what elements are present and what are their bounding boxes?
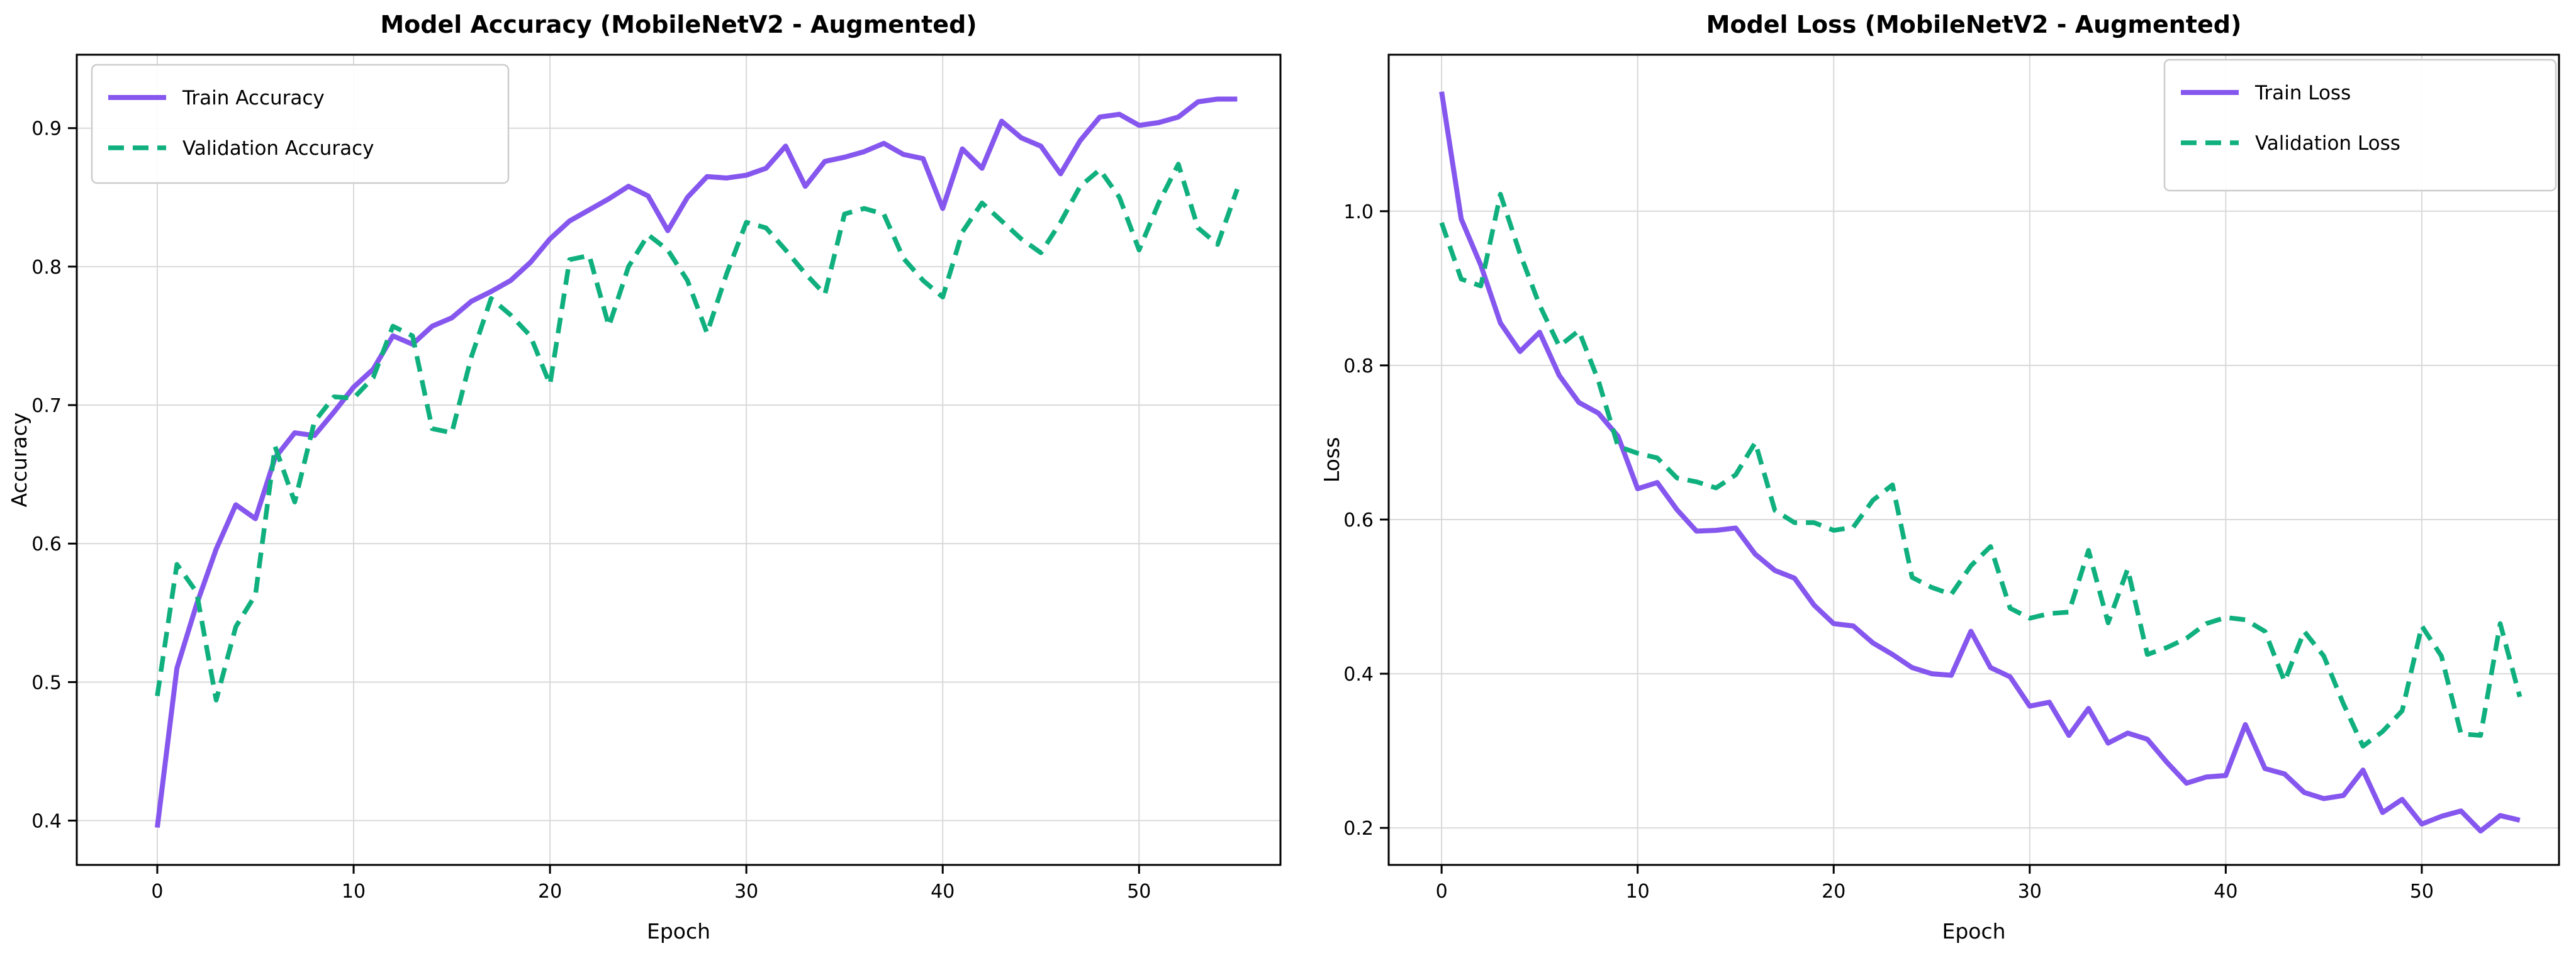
y-tick-label: 0.5 bbox=[31, 672, 62, 694]
legend-label: Train Accuracy bbox=[182, 87, 325, 109]
x-axis-label: Epoch bbox=[1942, 919, 2005, 944]
y-tick-label: 0.6 bbox=[1343, 510, 1374, 532]
x-tick-label: 30 bbox=[2018, 881, 2042, 903]
y-tick-label: 0.9 bbox=[31, 118, 62, 140]
x-tick-label: 0 bbox=[151, 881, 163, 903]
y-tick-label: 0.6 bbox=[31, 533, 62, 555]
x-tick-label: 20 bbox=[1822, 881, 1845, 903]
x-axis-label: Epoch bbox=[647, 919, 710, 944]
validation-series-line bbox=[1439, 192, 2523, 749]
x-tick-label: 0 bbox=[1436, 881, 1448, 903]
legend-label: Train Loss bbox=[2254, 82, 2351, 104]
x-tick-label: 40 bbox=[931, 881, 955, 903]
y-tick-label: 0.4 bbox=[1343, 664, 1374, 686]
y-tick-label: 0.8 bbox=[31, 257, 62, 279]
loss-chart: 0 10 20 30 40 50 0.2 0.4 0.6 0.8 1.0 Model Loss (Mo… bbox=[1319, 11, 2560, 944]
x-tick-label: 40 bbox=[2214, 881, 2237, 903]
validation-series-line bbox=[155, 162, 1240, 703]
legend-box bbox=[2163, 58, 2557, 192]
axes-spines bbox=[76, 53, 1282, 866]
chart-title: Model Accuracy (MobileNetV2 - Augmented) bbox=[380, 11, 977, 38]
train-series-line bbox=[154, 96, 1238, 828]
x-tick-label: 50 bbox=[1127, 881, 1151, 903]
x-tick-label: 50 bbox=[2410, 881, 2434, 903]
x-tick-label: 10 bbox=[342, 881, 366, 903]
legend-label: Validation Loss bbox=[2255, 132, 2400, 155]
chart-title: Model Loss (MobileNetV2 - Augmented) bbox=[1706, 11, 2242, 38]
x-tick-label: 20 bbox=[538, 881, 562, 903]
accuracy-chart: 0 10 20 30 40 50 0.4 0.5 0.6 0.7 0.8 0.9 Model Accur… bbox=[7, 11, 1282, 944]
x-tick-label: 10 bbox=[1626, 881, 1650, 903]
y-tick-label: 0.7 bbox=[31, 395, 62, 417]
legend-box bbox=[91, 64, 510, 184]
train-series-line bbox=[1439, 91, 2521, 834]
y-tick-label: 0.4 bbox=[31, 811, 62, 833]
legend-label: Validation Accuracy bbox=[182, 137, 374, 160]
y-tick-label: 0.8 bbox=[1343, 355, 1374, 377]
x-tick-label: 30 bbox=[734, 881, 758, 903]
y-axis-label: Loss bbox=[1319, 437, 1344, 482]
axes-spines bbox=[1387, 53, 2560, 866]
y-tick-label: 1.0 bbox=[1343, 201, 1374, 223]
y-axis-label: Accuracy bbox=[7, 413, 31, 508]
y-tick-label: 0.2 bbox=[1343, 818, 1374, 840]
